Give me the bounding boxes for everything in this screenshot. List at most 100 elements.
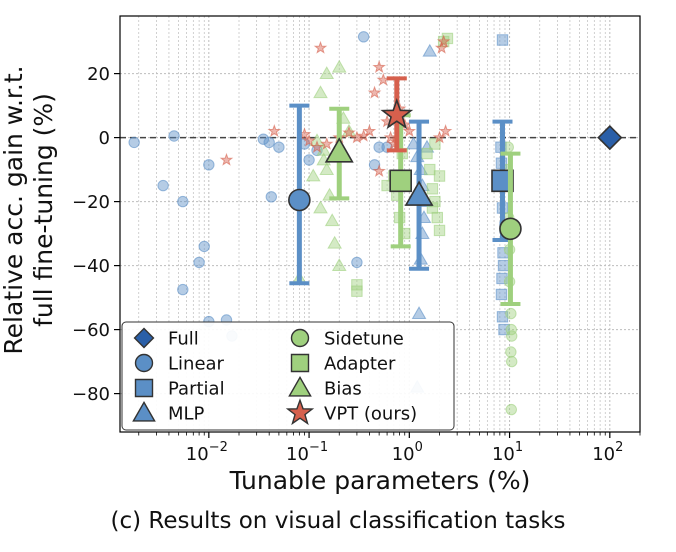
task-point-linear bbox=[257, 133, 270, 145]
y-axis-label-line2: full fine-tuning (%) bbox=[29, 93, 58, 327]
summary-marker-sidetune bbox=[499, 217, 522, 241]
legend-label-adapter: Adapter bbox=[324, 354, 396, 375]
x-tick-label: 10−1 bbox=[286, 440, 328, 465]
task-point-vpt-ours- bbox=[436, 34, 451, 48]
task-point-vpt-ours- bbox=[372, 60, 386, 73]
task-point-vpt-ours- bbox=[372, 164, 386, 177]
summary-marker-partial bbox=[491, 169, 514, 193]
task-point-mlp bbox=[422, 43, 438, 57]
task-point-vpt-ours- bbox=[267, 124, 282, 137]
summary-marker-full bbox=[597, 124, 623, 151]
task-point-adapter bbox=[351, 285, 363, 297]
task-point-sidetune bbox=[505, 307, 517, 320]
x-tick-label: 100 bbox=[392, 440, 423, 465]
task-point-bias bbox=[324, 213, 340, 227]
task-point-bias bbox=[313, 85, 328, 99]
y-tick-label: −40 bbox=[72, 256, 110, 277]
y-tick-label: 20 bbox=[87, 64, 110, 85]
legend-marker-full bbox=[133, 327, 155, 349]
task-point-vpt-ours- bbox=[302, 133, 316, 147]
legend-label-partial: Partial bbox=[168, 379, 225, 400]
task-point-linear bbox=[303, 154, 315, 166]
task-point-sidetune bbox=[505, 403, 517, 416]
task-point-adapter bbox=[431, 211, 443, 224]
legend-label-mlp: MLP bbox=[168, 404, 205, 425]
summary-marker-adapter bbox=[389, 169, 412, 193]
task-point-vpt-ours- bbox=[362, 124, 377, 137]
summary-marker-vpt-ours bbox=[380, 97, 414, 130]
legend-marker-vpt-ours bbox=[285, 398, 315, 426]
task-point-linear bbox=[177, 195, 189, 208]
task-point-linear bbox=[203, 159, 215, 171]
task-point-bias bbox=[313, 200, 328, 214]
task-point-linear bbox=[273, 141, 285, 153]
legend-label-sidetune: Sidetune bbox=[324, 329, 404, 350]
task-point-linear bbox=[168, 130, 180, 142]
legend-marker-sidetune bbox=[290, 328, 310, 348]
legend-label-linear: Linear bbox=[168, 354, 225, 375]
legend-marker-mlp bbox=[132, 400, 156, 422]
legend-marker-linear bbox=[134, 353, 154, 373]
task-point-linear bbox=[263, 136, 275, 149]
legend-marker-adapter bbox=[290, 353, 310, 373]
task-point-bias bbox=[319, 66, 335, 79]
task-point-vpt-ours- bbox=[219, 152, 234, 166]
x-axis-label: Tunable parameters (%) bbox=[229, 466, 531, 495]
y-tick-label: 0 bbox=[99, 128, 110, 149]
task-point-partial bbox=[496, 34, 509, 46]
x-tick-label: 10−2 bbox=[186, 440, 228, 465]
y-axis-ticks: 20 0 −20 −40 −60 −80 bbox=[72, 64, 120, 405]
task-point-adapter bbox=[421, 147, 433, 160]
y-tick-label: −80 bbox=[72, 384, 110, 405]
task-point-sidetune bbox=[505, 346, 517, 358]
task-point-bias bbox=[319, 162, 335, 175]
task-point-vpt-ours- bbox=[319, 136, 334, 150]
task-point-adapter bbox=[433, 170, 446, 182]
task-point-vpt-ours- bbox=[367, 85, 382, 99]
task-point-sidetune bbox=[505, 330, 518, 342]
task-point-partial bbox=[496, 311, 509, 323]
legend-label-full: Full bbox=[168, 329, 199, 350]
task-point-linear bbox=[198, 240, 210, 253]
task-point-vpt-ours- bbox=[438, 124, 453, 137]
legend-marker-partial bbox=[134, 378, 154, 398]
task-point-linear bbox=[177, 283, 189, 296]
x-tick-label: 101 bbox=[492, 440, 523, 465]
task-point-linear bbox=[373, 141, 385, 153]
task-point-vpt-ours- bbox=[432, 130, 447, 144]
plot-frame bbox=[119, 15, 641, 433]
y-axis-label-line1: Relative acc. gain w.r.t. bbox=[0, 65, 28, 354]
task-point-adapter bbox=[433, 224, 446, 237]
task-point-adapter bbox=[426, 183, 439, 195]
figure-caption: (c) Results on visual classification tas… bbox=[110, 508, 566, 534]
task-point-vpt-ours- bbox=[310, 140, 324, 153]
task-point-linear bbox=[193, 256, 205, 269]
task-point-linear bbox=[265, 191, 278, 203]
legend-box bbox=[121, 321, 455, 431]
grid bbox=[120, 16, 641, 432]
summary-marker-mlp bbox=[404, 180, 434, 206]
summary-marker-bias bbox=[324, 137, 354, 163]
legend-label-bias: Bias bbox=[324, 379, 362, 400]
x-axis-ticks: 10−2 10−1 100 101 102 bbox=[138, 432, 641, 465]
task-point-adapter bbox=[424, 163, 436, 176]
task-point-vpt-ours- bbox=[402, 124, 417, 137]
task-point-bias bbox=[305, 168, 321, 182]
task-point-partial bbox=[497, 259, 510, 272]
task-point-sidetune bbox=[505, 355, 518, 368]
task-point-partial bbox=[495, 288, 508, 301]
task-point-mlp bbox=[411, 306, 427, 319]
y-tick-label: −20 bbox=[72, 192, 110, 213]
task-point-linear bbox=[128, 136, 140, 149]
task-point-linear bbox=[351, 256, 363, 269]
y-tick-label: −60 bbox=[72, 320, 110, 341]
summary-marker-linear bbox=[288, 188, 311, 212]
summary-markers bbox=[288, 76, 623, 306]
legend-label-vpt-ours: VPT (ours) bbox=[324, 404, 417, 425]
task-point-bias bbox=[327, 235, 343, 249]
task-point-vpt-ours- bbox=[342, 125, 356, 139]
task-point-linear bbox=[357, 31, 370, 43]
legend-marker-bias bbox=[288, 375, 312, 397]
legend: Full Linear Partial MLP Sidetune Adapter Bias V… bbox=[121, 321, 455, 431]
task-point-vpt-ours- bbox=[313, 40, 328, 54]
